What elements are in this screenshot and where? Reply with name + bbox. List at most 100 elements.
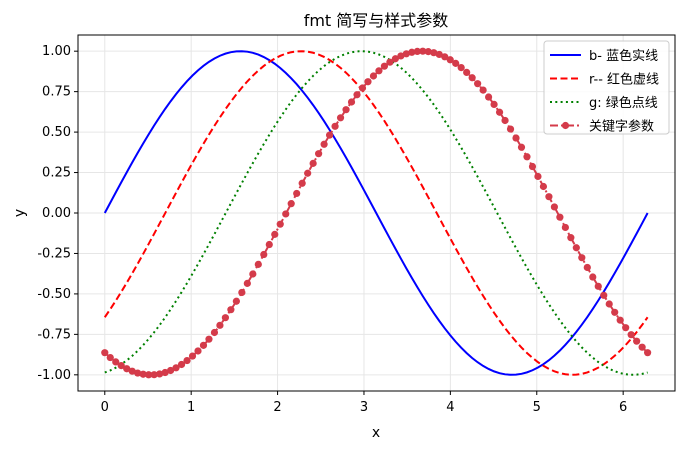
data-point [298, 179, 306, 187]
legend-label: g: 绿色点线 [589, 95, 658, 111]
y-tick-label: 0.25 [42, 166, 71, 181]
data-point [408, 48, 416, 56]
data-point [309, 159, 317, 167]
data-point [106, 353, 114, 362]
data-point [419, 47, 427, 55]
data-point [254, 260, 262, 268]
y-tick-label: 0.50 [42, 125, 71, 140]
data-point [353, 91, 361, 99]
data-point [539, 182, 548, 191]
data-point [166, 366, 175, 375]
data-point [506, 125, 515, 133]
data-point [594, 282, 602, 290]
legend-box [543, 40, 670, 135]
data-point [210, 328, 219, 337]
data-point [517, 143, 526, 151]
data-point [177, 360, 186, 369]
data-point [364, 78, 372, 86]
data-point [446, 56, 454, 64]
data-point [199, 341, 208, 349]
data-point [424, 48, 432, 56]
data-point [325, 131, 334, 139]
data-point [622, 324, 630, 332]
data-point [512, 134, 520, 142]
data-point [293, 189, 301, 198]
data-point [567, 234, 575, 242]
x-tick-label: 0 [101, 400, 109, 415]
data-point [336, 114, 345, 122]
data-point [183, 356, 191, 365]
series-layer [101, 47, 652, 379]
data-point [485, 93, 493, 101]
data-point [556, 213, 564, 221]
y-tick-label: -0.75 [37, 327, 71, 342]
data-point [156, 370, 164, 378]
y-tick-label: -0.25 [37, 246, 71, 261]
data-point [397, 52, 405, 60]
data-point [375, 67, 383, 75]
data-point [457, 64, 465, 72]
data-point [463, 68, 471, 76]
data-point [534, 172, 542, 181]
legend-marker [561, 121, 570, 130]
data-point [347, 98, 356, 106]
x-tick-label: 5 [533, 400, 541, 415]
data-point [117, 362, 125, 370]
x-tick-label: 4 [446, 400, 454, 415]
data-point [123, 365, 131, 373]
data-point [320, 140, 328, 148]
data-point [413, 47, 421, 56]
data-point [134, 369, 142, 377]
data-point [638, 343, 646, 351]
data-point [501, 116, 509, 125]
data-point [150, 371, 158, 379]
data-point [479, 86, 487, 94]
axis-ticks: 0 1 2 3 4 5 6 1.00 0.75 0.50 0.25 0.00 -0.25 -0.50 -0.… [37, 44, 627, 415]
data-point [468, 74, 476, 82]
data-point [380, 62, 389, 70]
series-line [103, 50, 649, 376]
data-point [331, 122, 339, 130]
data-point [282, 210, 290, 218]
data-point [249, 270, 257, 278]
data-point [265, 240, 273, 249]
chart-title: fmt 简写与样式参数 [304, 11, 449, 30]
data-point [145, 371, 153, 379]
data-point [495, 108, 504, 116]
x-tick-label: 3 [360, 400, 368, 415]
data-point [139, 370, 147, 378]
legend-label: b- 蓝色实线 [589, 48, 658, 64]
data-point [578, 254, 586, 262]
data-point [391, 55, 399, 63]
data-point [402, 50, 410, 58]
x-tick-label: 6 [619, 400, 627, 415]
y-tick-label: -0.50 [37, 287, 71, 302]
y-tick-label: -1.00 [37, 368, 71, 383]
series-line [104, 50, 649, 376]
data-point [221, 314, 230, 322]
data-point [605, 300, 613, 308]
data-point [287, 200, 295, 208]
y-axis-label: y [12, 209, 28, 217]
y-tick-label: 0.00 [42, 206, 71, 221]
data-point [490, 100, 498, 109]
data-point [188, 352, 197, 360]
x-axis-label: x [372, 425, 380, 441]
data-point [315, 150, 323, 158]
data-point [227, 306, 235, 314]
data-point [232, 297, 240, 305]
data-point [161, 368, 169, 377]
data-point [101, 349, 109, 357]
data-point [271, 230, 279, 238]
data-point [474, 80, 482, 88]
data-point [205, 335, 213, 343]
data-point [369, 72, 378, 80]
series-line [103, 50, 649, 376]
data-point [644, 349, 652, 357]
data-point [112, 358, 120, 366]
data-point [172, 364, 180, 372]
data-point [260, 250, 268, 259]
